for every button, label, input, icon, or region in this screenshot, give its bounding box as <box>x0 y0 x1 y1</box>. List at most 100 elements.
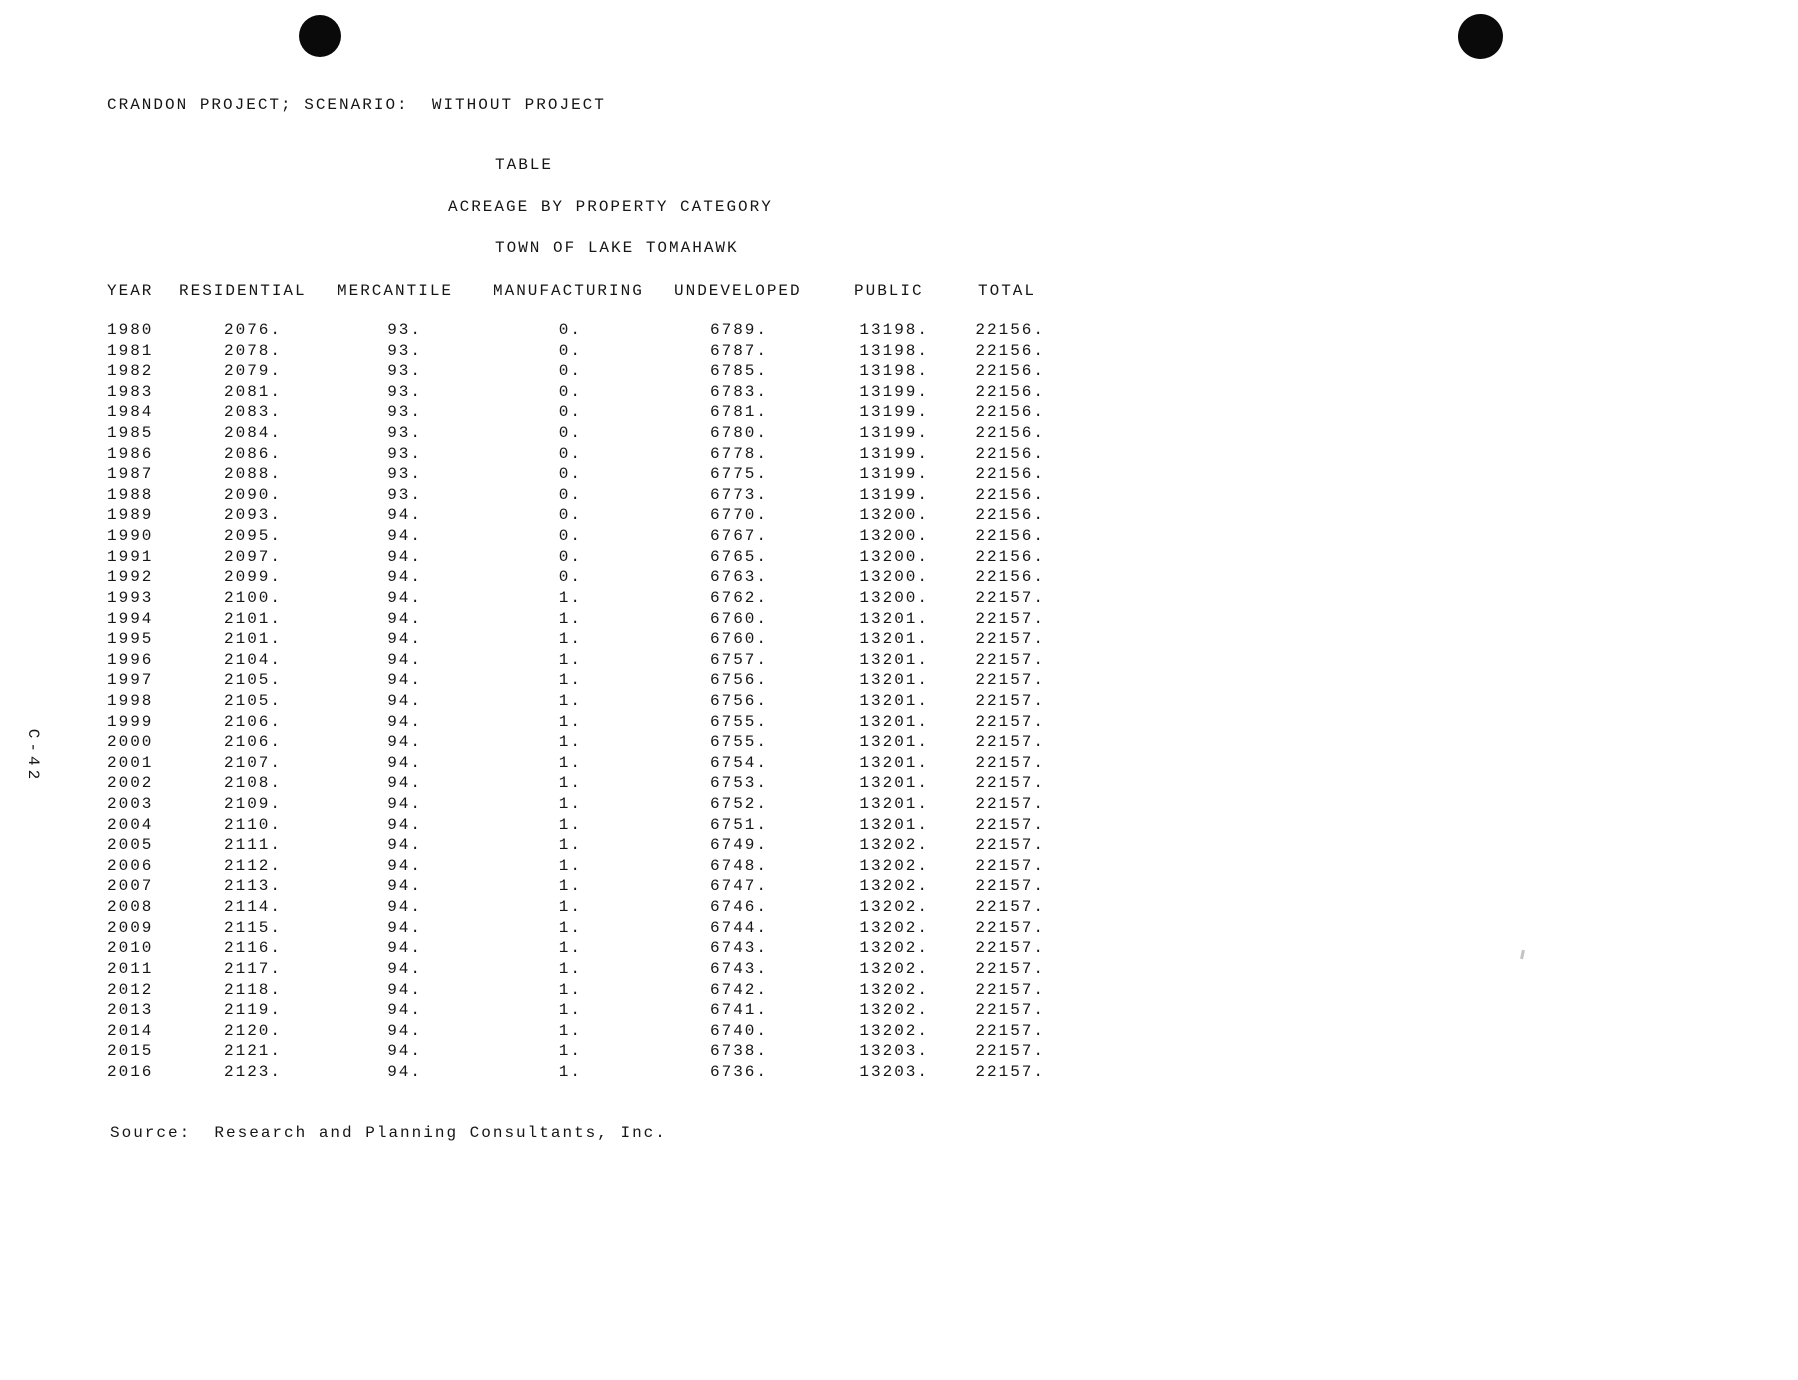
cell-mercantile: 94. <box>387 691 422 710</box>
cell-manufacturing: 1. <box>558 939 582 958</box>
cell-mercantile: 94. <box>387 630 422 649</box>
cell-undeveloped: 6755. <box>709 712 768 731</box>
cell-mercantile: 94. <box>387 815 422 834</box>
cell-year: 2011 <box>107 959 154 978</box>
table-row: 2001 2107. 94. 1. 6754. 13201. 22157. <box>0 753 1798 774</box>
cell-total: 22157. <box>975 712 1045 731</box>
cell-manufacturing: 0. <box>558 527 582 546</box>
cell-manufacturing: 1. <box>558 609 582 628</box>
cell-total: 22156. <box>975 382 1045 401</box>
cell-mercantile: 94. <box>387 959 422 978</box>
cell-residential: 2081. <box>223 382 282 401</box>
cell-total: 22156. <box>975 341 1045 360</box>
column-header-mercantile: MERCANTILE <box>337 282 454 300</box>
cell-total: 22157. <box>975 774 1045 793</box>
cell-manufacturing: 0. <box>558 362 582 381</box>
table-label: TABLE <box>495 156 554 174</box>
cell-manufacturing: 1. <box>558 733 582 752</box>
cell-year: 1997 <box>107 671 154 690</box>
cell-manufacturing: 0. <box>558 382 582 401</box>
cell-mercantile: 94. <box>387 877 422 896</box>
cell-total: 22156. <box>975 362 1045 381</box>
cell-undeveloped: 6760. <box>709 609 768 628</box>
cell-manufacturing: 1. <box>558 753 582 772</box>
cell-year: 2014 <box>107 1021 154 1040</box>
cell-public: 13199. <box>859 485 929 504</box>
cell-undeveloped: 6742. <box>709 980 768 999</box>
cell-undeveloped: 6743. <box>709 959 768 978</box>
cell-undeveloped: 6753. <box>709 774 768 793</box>
column-header-total: TOTAL <box>978 282 1037 300</box>
cell-mercantile: 94. <box>387 609 422 628</box>
table-row: 1990 2095. 94. 0. 6767. 13200. 22156. <box>0 526 1798 547</box>
cell-mercantile: 94. <box>387 650 422 669</box>
cell-total: 22157. <box>975 1042 1045 1061</box>
cell-manufacturing: 1. <box>558 959 582 978</box>
cell-mercantile: 93. <box>387 485 422 504</box>
cell-public: 13201. <box>859 650 929 669</box>
cell-total: 22157. <box>975 1001 1045 1020</box>
cell-mercantile: 94. <box>387 547 422 566</box>
cell-mercantile: 93. <box>387 321 422 339</box>
cell-manufacturing: 1. <box>558 877 582 896</box>
cell-year: 1999 <box>107 712 154 731</box>
cell-total: 22157. <box>975 918 1045 937</box>
cell-residential: 2119. <box>223 1001 282 1020</box>
cell-manufacturing: 0. <box>558 547 582 566</box>
cell-undeveloped: 6763. <box>709 568 768 587</box>
table-row: 1982 2079. 93. 0. 6785. 13198. 22156. <box>0 361 1798 382</box>
cell-public: 13201. <box>859 691 929 710</box>
cell-residential: 2095. <box>223 527 282 546</box>
cell-year: 2010 <box>107 939 154 958</box>
table-row: 1994 2101. 94. 1. 6760. 13201. 22157. <box>0 609 1798 630</box>
cell-year: 1980 <box>107 321 154 339</box>
cell-public: 13201. <box>859 774 929 793</box>
cell-public: 13198. <box>859 341 929 360</box>
cell-mercantile: 94. <box>387 733 422 752</box>
cell-undeveloped: 6756. <box>709 671 768 690</box>
cell-total: 22156. <box>975 547 1045 566</box>
cell-residential: 2086. <box>223 444 282 463</box>
cell-manufacturing: 1. <box>558 1021 582 1040</box>
cell-public: 13199. <box>859 424 929 443</box>
cell-public: 13202. <box>859 918 929 937</box>
cell-undeveloped: 6789. <box>709 321 768 339</box>
cell-manufacturing: 0. <box>558 444 582 463</box>
table-row: 1997 2105. 94. 1. 6756. 13201. 22157. <box>0 670 1798 691</box>
cell-total: 22156. <box>975 444 1045 463</box>
cell-year: 1988 <box>107 485 154 504</box>
cell-total: 22157. <box>975 671 1045 690</box>
cell-year: 1990 <box>107 527 154 546</box>
cell-manufacturing: 1. <box>558 691 582 710</box>
cell-year: 2009 <box>107 918 154 937</box>
cell-total: 22156. <box>975 485 1045 504</box>
cell-manufacturing: 1. <box>558 774 582 793</box>
cell-public: 13201. <box>859 712 929 731</box>
table-row: 1987 2088. 93. 0. 6775. 13199. 22156. <box>0 464 1798 485</box>
cell-total: 22157. <box>975 588 1045 607</box>
cell-residential: 2105. <box>223 671 282 690</box>
cell-residential: 2108. <box>223 774 282 793</box>
cell-residential: 2110. <box>223 815 282 834</box>
cell-public: 13201. <box>859 671 929 690</box>
cell-public: 13200. <box>859 588 929 607</box>
table-row: 2013 2119. 94. 1. 6741. 13202. 22157. <box>0 1000 1798 1021</box>
cell-public: 13203. <box>859 1042 929 1061</box>
cell-undeveloped: 6773. <box>709 485 768 504</box>
cell-manufacturing: 1. <box>558 1062 582 1081</box>
cell-manufacturing: 0. <box>558 485 582 504</box>
cell-residential: 2079. <box>223 362 282 381</box>
cell-residential: 2083. <box>223 403 282 422</box>
cell-mercantile: 94. <box>387 856 422 875</box>
cell-public: 13200. <box>859 506 929 525</box>
table-row: 1995 2101. 94. 1. 6760. 13201. 22157. <box>0 629 1798 650</box>
cell-residential: 2113. <box>223 877 282 896</box>
table-row: 2015 2121. 94. 1. 6738. 13203. 22157. <box>0 1041 1798 1062</box>
cell-year: 1992 <box>107 568 154 587</box>
table-row: 2004 2110. 94. 1. 6751. 13201. 22157. <box>0 815 1798 836</box>
cell-residential: 2118. <box>223 980 282 999</box>
cell-mercantile: 94. <box>387 712 422 731</box>
cell-mercantile: 94. <box>387 795 422 814</box>
cell-residential: 2115. <box>223 918 282 937</box>
cell-mercantile: 94. <box>387 671 422 690</box>
